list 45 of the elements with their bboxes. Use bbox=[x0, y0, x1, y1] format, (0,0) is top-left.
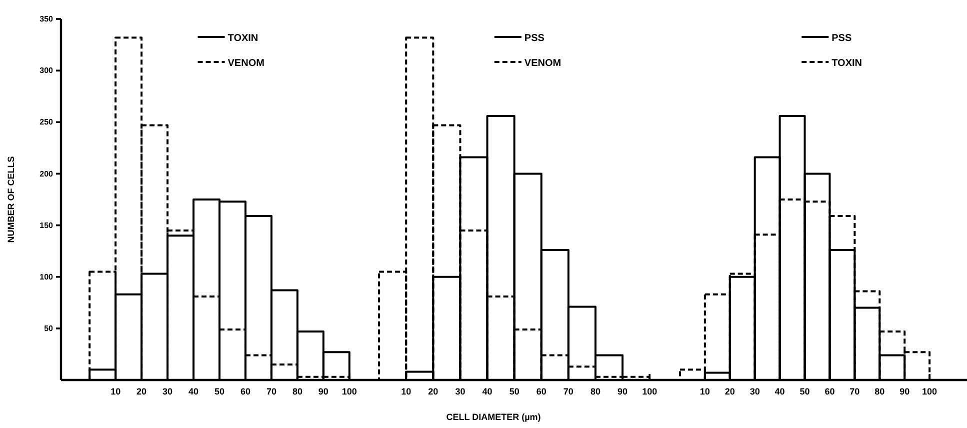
y-tick-label: 200 bbox=[40, 169, 54, 178]
x-tick-label: 30 bbox=[162, 386, 173, 396]
y-tick-label: 100 bbox=[40, 272, 54, 282]
x-tick-label: 20 bbox=[428, 386, 438, 396]
x-tick-label: 50 bbox=[800, 386, 810, 396]
x-tick-label: 90 bbox=[318, 386, 328, 396]
x-tick-label: 70 bbox=[850, 386, 860, 396]
x-tick-label: 50 bbox=[509, 386, 520, 396]
x-tick-label: 20 bbox=[136, 386, 147, 396]
x-tick-label: 80 bbox=[590, 386, 600, 396]
legend-label: VENOM bbox=[524, 58, 562, 69]
x-tick-label: 90 bbox=[900, 386, 910, 396]
x-tick-label: 100 bbox=[642, 386, 658, 396]
x-tick-label: 60 bbox=[824, 386, 835, 396]
y-tick-label: 150 bbox=[40, 220, 54, 230]
legend-label: TOXIN bbox=[832, 58, 862, 69]
x-axis-title: CELL DIAMETER (µm) bbox=[446, 412, 541, 422]
x-tick-label: 80 bbox=[874, 386, 885, 396]
x-tick-label: 80 bbox=[292, 386, 302, 396]
y-tick-label: 50 bbox=[44, 324, 54, 333]
x-tick-label: 50 bbox=[214, 386, 224, 396]
x-tick-label: 70 bbox=[266, 386, 276, 396]
x-tick-label: 40 bbox=[188, 386, 199, 396]
x-tick-label: 30 bbox=[750, 386, 760, 396]
legend-label: PSS bbox=[832, 33, 852, 44]
x-tick-label: 10 bbox=[700, 386, 710, 396]
y-axis-title: NUMBER OF CELLS bbox=[6, 156, 16, 243]
y-tick-label: 300 bbox=[40, 66, 54, 76]
x-tick-label: 100 bbox=[342, 386, 357, 396]
legend-label: PSS bbox=[524, 33, 545, 44]
x-tick-label: 10 bbox=[110, 386, 121, 396]
x-tick-label: 40 bbox=[482, 386, 492, 396]
x-tick-label: 10 bbox=[401, 386, 412, 396]
x-tick-label: 100 bbox=[922, 386, 938, 396]
x-tick-label: 30 bbox=[455, 386, 466, 396]
x-tick-label: 70 bbox=[563, 386, 574, 396]
x-tick-label: 20 bbox=[724, 386, 735, 396]
x-tick-label: 90 bbox=[618, 386, 628, 396]
x-tick-label: 40 bbox=[774, 386, 785, 396]
y-tick-label: 250 bbox=[40, 118, 54, 127]
legend-label: TOXIN bbox=[228, 33, 258, 44]
x-tick-label: 60 bbox=[536, 386, 546, 396]
x-tick-label: 60 bbox=[240, 386, 250, 396]
legend-label: VENOM bbox=[228, 58, 264, 69]
y-tick-label: 350 bbox=[40, 14, 54, 24]
